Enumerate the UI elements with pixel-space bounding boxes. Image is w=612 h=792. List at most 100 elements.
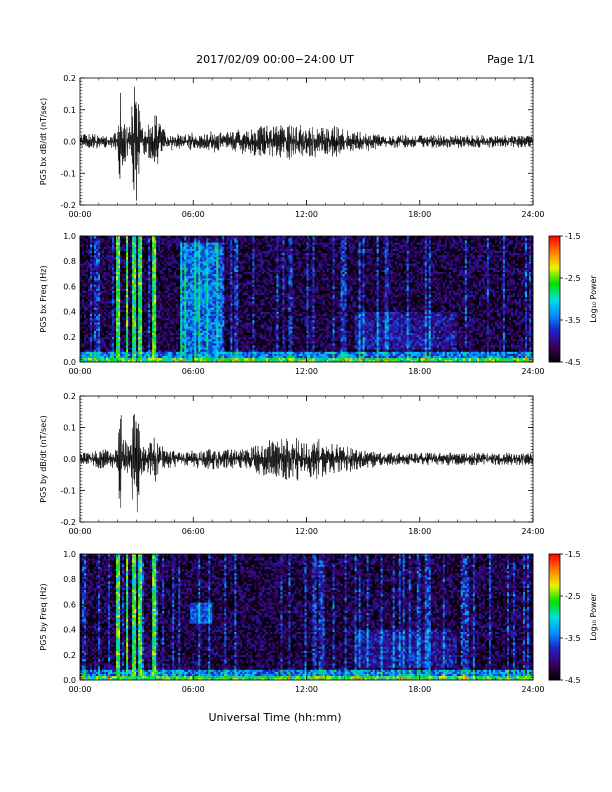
bx-spec-cell xyxy=(98,248,101,251)
bx-spec-cell xyxy=(190,252,193,256)
bx-spec-cell xyxy=(180,299,183,302)
bx-spec-cell xyxy=(80,236,83,239)
bx-spec-cell xyxy=(94,250,97,254)
bx-spec-cell xyxy=(138,343,141,346)
bx-spec-cell xyxy=(90,299,93,302)
bx-spec-cell xyxy=(218,357,221,361)
bx-spec-cell xyxy=(112,280,115,283)
bx-spec-cell xyxy=(140,301,143,304)
bx-spec-cell xyxy=(202,278,205,281)
bx-spec-cell xyxy=(140,261,143,264)
bx-spec-cell xyxy=(228,341,231,344)
bx-spec-cell xyxy=(216,347,219,350)
bx-spec-cell xyxy=(150,324,153,327)
bx-spec-cell xyxy=(174,317,177,321)
bx-spec-cell xyxy=(174,332,177,335)
bx-spec-cell xyxy=(138,357,141,361)
bx-spec-cell xyxy=(100,359,103,363)
bx-spec-cell xyxy=(176,343,179,346)
bx-spec-cell xyxy=(208,341,211,344)
bx-spec-cell xyxy=(212,353,215,356)
bx-spec-cell xyxy=(132,282,135,285)
bx-spec-cell xyxy=(144,294,147,298)
bx-spec-cell xyxy=(164,353,167,356)
bx-spec-cell xyxy=(180,347,183,350)
bx-spec-cell xyxy=(130,320,133,323)
bx-spec-cell xyxy=(158,301,161,304)
bx-spec-cell xyxy=(122,288,125,291)
bx-spec-cell xyxy=(234,338,237,342)
bx-spec-cell xyxy=(186,278,189,281)
bx-spec-cell xyxy=(162,288,165,291)
bx-spec-cell xyxy=(180,353,183,356)
bx-spec-cell xyxy=(136,263,139,266)
bx-spec-cell xyxy=(228,248,231,251)
bx-spec-cell xyxy=(118,334,121,338)
bx-spec-cell xyxy=(84,303,87,306)
bx-spec-cell xyxy=(188,273,191,277)
bx-spec-cell xyxy=(178,299,181,302)
bx-spec-cell xyxy=(82,324,85,327)
bx-spec-cell xyxy=(96,250,99,254)
bx-spec-cell xyxy=(162,273,165,277)
bx-spec-cell xyxy=(102,345,105,348)
bx-spec-cell xyxy=(88,336,91,340)
bx-spec-cell xyxy=(122,242,125,245)
bx-spec-cell xyxy=(176,345,179,348)
bx-spec-cell xyxy=(208,330,211,333)
bx-spec-cell xyxy=(202,317,205,321)
bx-spec-cell xyxy=(216,252,219,256)
bx-spec-cell xyxy=(90,271,93,275)
bx-spec-cell xyxy=(238,320,241,323)
bx-spec-cell xyxy=(104,265,107,268)
bx-spec-cell xyxy=(130,296,133,300)
bx-spec-cell xyxy=(162,313,165,317)
bx-spec-cell xyxy=(150,271,153,275)
bx-spec-cell xyxy=(214,284,217,287)
bx-spec-cell xyxy=(204,328,207,331)
bx-spec-cell xyxy=(172,332,175,335)
bx-spec-cell xyxy=(148,288,151,291)
bx-spec-cell xyxy=(136,334,139,338)
bx-spec-cell xyxy=(222,322,225,325)
bx-spec-cell xyxy=(206,248,209,251)
bx-spec-cell xyxy=(114,259,117,262)
bx-spec-cell xyxy=(144,303,147,306)
bx-spec-cell xyxy=(188,359,191,363)
bx-spec-cell xyxy=(198,259,201,262)
bx-spec-cell xyxy=(102,309,105,312)
bx-spec-cell xyxy=(168,347,171,350)
bx-spec-cell xyxy=(158,341,161,344)
bx-spec-cell xyxy=(238,248,241,251)
bx-spec-cell xyxy=(136,322,139,325)
bx-spec-cell xyxy=(94,322,97,325)
bx-spec-cell xyxy=(222,261,225,264)
bx-spec-cell xyxy=(178,334,181,338)
bx-spec-cell xyxy=(132,284,135,287)
bx-spec-cell xyxy=(110,263,113,266)
bx-spec-cell xyxy=(130,349,133,352)
bx-spec-cell xyxy=(180,296,183,300)
bx-spec-cell xyxy=(238,341,241,344)
bx-spec-cell xyxy=(144,320,147,323)
bx-spec-cell xyxy=(222,259,225,262)
bx-spec-cell xyxy=(240,301,243,304)
bx-spec-cell xyxy=(180,290,183,293)
bx-spec-cell xyxy=(132,242,135,245)
bx-spec-cell xyxy=(170,332,173,335)
bx-spec-cell xyxy=(82,336,85,340)
bx-spec-cell xyxy=(98,326,101,329)
bx-spec-cell xyxy=(232,242,235,245)
bx-spec-cell xyxy=(208,236,211,239)
bx-spec-cell xyxy=(100,261,103,264)
bx-spec-cell xyxy=(162,244,165,247)
bx-spec-cell xyxy=(234,269,237,272)
bx-spec-cell xyxy=(82,265,85,268)
bx-spec-cell xyxy=(192,309,195,312)
bx-spec-cell xyxy=(122,330,125,333)
bx-spec-cell xyxy=(234,248,237,251)
bx-spec-cell xyxy=(142,299,145,302)
bx-spec-cell xyxy=(114,296,117,300)
bx-spec-cell xyxy=(104,238,107,241)
bx-spec-cell xyxy=(202,267,205,270)
